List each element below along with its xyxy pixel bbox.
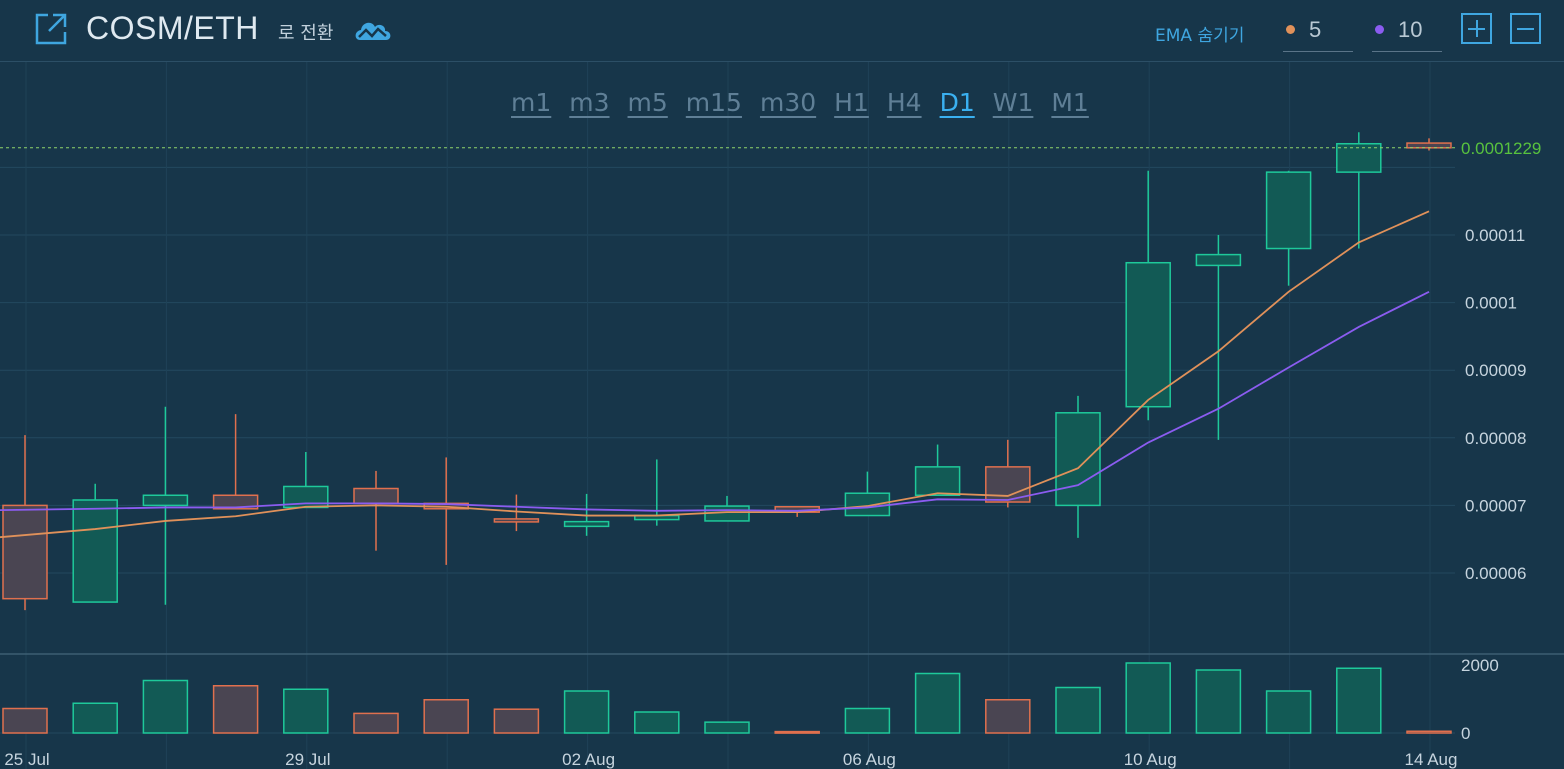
- cloud-wave-icon[interactable]: [352, 16, 394, 46]
- y-tick-label: 0.00011: [1465, 226, 1525, 245]
- tab-timeframe-m30[interactable]: m30: [759, 88, 817, 117]
- external-link-icon[interactable]: [34, 12, 68, 46]
- candle-body: [914, 466, 961, 497]
- volume-bar: [423, 699, 469, 734]
- volume-bar: [212, 685, 259, 734]
- x-tick-label: 10 Aug: [1124, 750, 1177, 769]
- volume-bar: [1265, 690, 1312, 734]
- volume-bar: [493, 708, 540, 734]
- ema-fast-dot-icon: [1286, 25, 1295, 34]
- volume-bar: [72, 702, 118, 734]
- volume-bar: [2, 707, 48, 734]
- volume-tick-label: 2000: [1461, 656, 1499, 675]
- x-tick-label: 02 Aug: [562, 750, 615, 769]
- candle-body: [1336, 142, 1382, 173]
- volume-bar: [353, 712, 399, 734]
- last-price-label: 0.0001229: [1461, 139, 1541, 158]
- candle-body: [844, 492, 891, 517]
- candle-body: [1125, 261, 1171, 408]
- volume-bar: [283, 688, 329, 734]
- volume-bar: [1336, 667, 1382, 734]
- y-tick-label: 0.00008: [1465, 429, 1526, 448]
- y-tick-label: 0.00006: [1465, 564, 1526, 583]
- volume-bar: [704, 721, 750, 734]
- ema-fast-line: [0, 210, 1430, 539]
- tab-timeframe-m15[interactable]: m15: [685, 88, 742, 117]
- volume-bar: [985, 699, 1031, 734]
- zoom-out-button[interactable]: [1510, 13, 1541, 44]
- tab-timeframe-H4[interactable]: H4: [886, 88, 922, 117]
- candle-body: [353, 487, 399, 505]
- candle-body: [1055, 412, 1101, 507]
- tab-timeframe-m3[interactable]: m3: [569, 88, 610, 117]
- volume-bar: [1406, 730, 1452, 734]
- tab-timeframe-H1[interactable]: H1: [834, 88, 869, 117]
- tab-timeframe-M1[interactable]: M1: [1051, 88, 1089, 117]
- volume-bar: [1125, 662, 1171, 734]
- x-tick-label: 29 Jul: [285, 750, 330, 769]
- volume-bar: [844, 707, 891, 734]
- x-tick-label: 14 Aug: [1405, 750, 1458, 769]
- tab-timeframe-D1[interactable]: D1: [939, 88, 975, 117]
- zoom-in-button[interactable]: [1461, 13, 1492, 44]
- ema-slow-dot-icon: [1375, 25, 1384, 34]
- ema-slow-input[interactable]: 10: [1372, 8, 1442, 52]
- candle-body: [2, 504, 48, 600]
- y-tick-label: 0.00007: [1465, 496, 1526, 515]
- candle-body: [1265, 171, 1312, 250]
- volume-bar: [563, 690, 610, 734]
- volume-bar: [1055, 686, 1101, 734]
- candle-body: [1195, 253, 1242, 267]
- candle-body: [493, 518, 540, 523]
- y-tick-label: 0.0001: [1465, 294, 1517, 313]
- timeframe-selector: m1 m3 m5 m15 m30 H1 H4 D1 W1 M1: [511, 88, 1107, 117]
- switch-label: 로 전환: [278, 23, 334, 44]
- volume-bar: [774, 730, 820, 734]
- y-tick-label: 0.00009: [1465, 361, 1526, 380]
- candle-body: [212, 494, 259, 510]
- ema-slow-value: 10: [1398, 16, 1423, 42]
- candle-body: [563, 520, 610, 528]
- volume-bar: [142, 679, 189, 734]
- tab-timeframe-W1[interactable]: W1: [992, 88, 1034, 117]
- candle-body: [72, 499, 118, 603]
- volume-bar: [1195, 669, 1242, 734]
- tab-timeframe-m5[interactable]: m5: [627, 88, 668, 117]
- ema-fast-input[interactable]: 5: [1283, 8, 1353, 52]
- candle-body: [1406, 142, 1452, 149]
- x-tick-label: 25 Jul: [4, 750, 49, 769]
- candle-body: [142, 494, 189, 507]
- ema-fast-value: 5: [1309, 16, 1322, 42]
- pair-title: COSM/ETH: [86, 10, 259, 46]
- x-tick-label: 06 Aug: [843, 750, 896, 769]
- tab-timeframe-m1[interactable]: m1: [511, 88, 552, 117]
- candlestick-chart[interactable]: 0.0001229 0.00011 0.0001 0.00009 0.00008 0.00…: [0, 62, 1564, 769]
- volume-bar: [634, 711, 680, 734]
- ema-toggle-button[interactable]: EMA 숨기기: [1155, 26, 1245, 46]
- volume-bar: [914, 672, 961, 734]
- ema-slow-line: [0, 290, 1430, 512]
- volume-tick-label: 0: [1461, 724, 1470, 743]
- chart-header: COSM/ETH 로 전환 EMA 숨기기 5 10: [0, 0, 1564, 62]
